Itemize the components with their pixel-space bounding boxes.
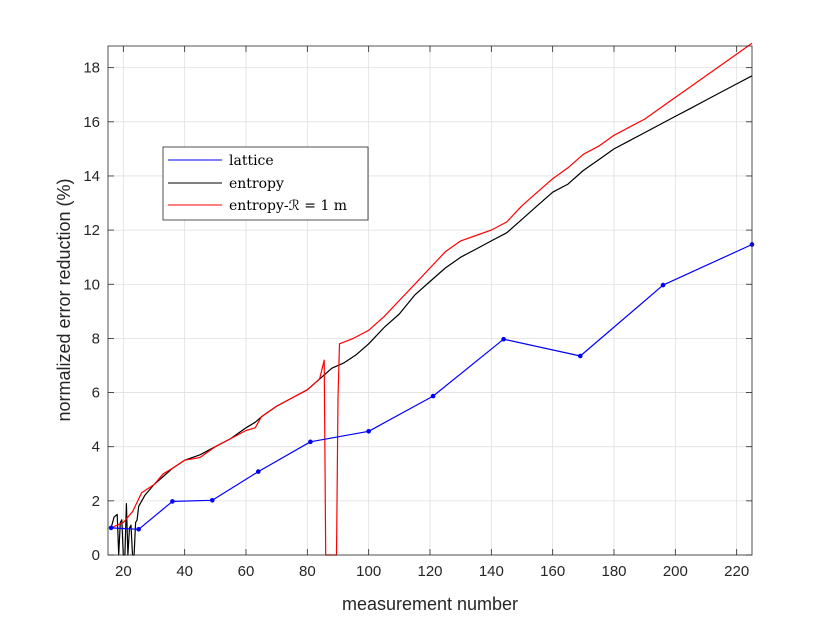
y-tick-label: 18	[83, 60, 100, 77]
y-axis-label: normalized error reduction (%)	[54, 178, 74, 421]
data-point-lattice	[430, 393, 436, 399]
y-tick-label: 4	[92, 439, 100, 456]
legend-label-lattice: lattice	[229, 153, 274, 169]
data-point-lattice	[577, 353, 583, 359]
x-tick-label: 60	[238, 563, 255, 580]
x-tick-label: 40	[176, 563, 193, 580]
data-point-lattice	[660, 282, 666, 288]
x-tick-label: 140	[479, 563, 504, 580]
x-axis-label: measurement number	[342, 594, 518, 614]
x-tick-label: 100	[356, 563, 381, 580]
y-tick-label: 6	[92, 385, 100, 402]
data-point-lattice	[108, 525, 114, 531]
x-tick-label: 20	[115, 563, 132, 580]
series-line-lattice	[111, 243, 753, 530]
legend-label-entropy-r: entropy-ℛ = 1 m	[229, 198, 347, 214]
y-tick-label: 12	[83, 222, 100, 239]
data-point-lattice	[255, 469, 261, 474]
series-layer	[108, 42, 755, 556]
y-tick-label: 10	[83, 276, 100, 293]
data-point-lattice	[501, 336, 506, 342]
x-tick-label: 80	[299, 563, 316, 580]
x-tick-label: 160	[540, 563, 565, 580]
legend: lattice entropy entropy-ℛ = 1 m	[162, 146, 369, 221]
y-tick-label: 0	[92, 547, 100, 564]
y-tick-label: 14	[83, 168, 100, 185]
data-point-lattice	[308, 439, 313, 445]
series-line-entropy-1-m	[110, 42, 753, 556]
x-tick-label: 220	[724, 563, 749, 580]
x-tick-label: 200	[663, 563, 688, 580]
y-tick-label: 8	[92, 330, 100, 347]
data-point-lattice	[209, 498, 215, 503]
data-point-lattice	[366, 428, 371, 434]
y-tick-label: 16	[83, 114, 100, 131]
data-point-lattice	[136, 526, 141, 532]
data-point-lattice	[170, 499, 175, 504]
legend-label-entropy: entropy	[229, 176, 284, 192]
y-tick-label: 2	[92, 493, 100, 510]
x-tick-label: 180	[601, 563, 626, 580]
axis-ticks: 20 40 60 80 100 120 140 160 180 200 220 0 2 4 6 8 10 12 14…	[83, 46, 752, 580]
x-tick-label: 120	[417, 563, 442, 580]
